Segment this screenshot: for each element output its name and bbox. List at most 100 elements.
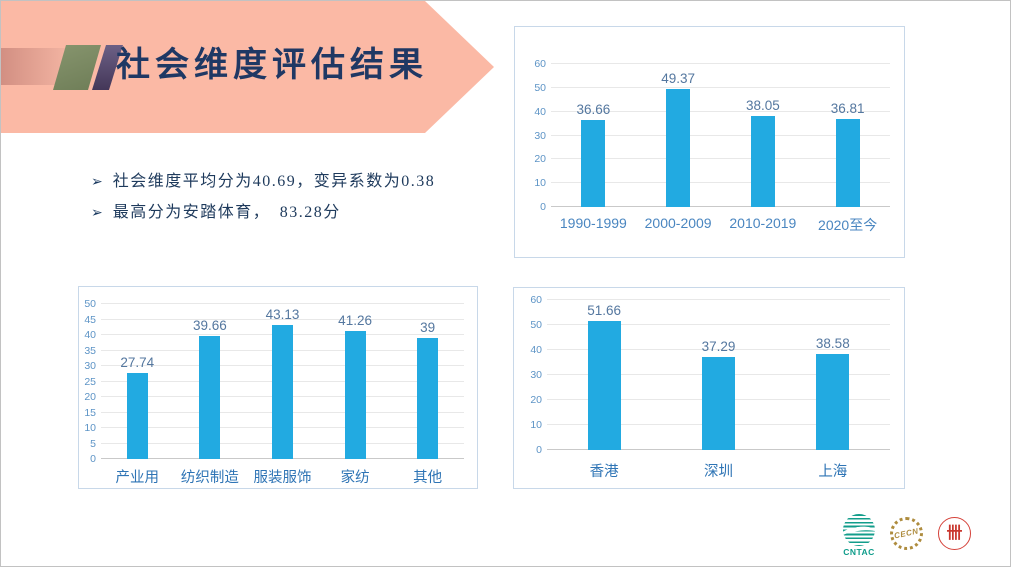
bar [701,356,735,450]
data-label: 43.13 [265,307,300,323]
bar [271,325,293,459]
bullet-text: 最高分为安踏体育， 83.28分 [112,204,341,221]
bar-chart-by-city: 0 10 20 30 40 50 60 51.66 37.29 38.58 香港 深圳 上海 [513,287,905,489]
category-label: 1990-1999 [559,215,627,231]
bar [666,89,691,207]
y-tick-label: 40 [534,105,546,118]
data-label: 51.66 [587,302,622,318]
bar-slot: 37.29 [661,300,775,450]
bar [816,353,850,450]
bullet-text: 社会维度平均分为40.69，变异系数为0.38 [112,173,436,190]
bar-chart-by-decade: 0 10 20 30 40 50 60 36.66 49.37 38.05 36.81 1990-1… [514,26,905,258]
y-tick-label: 15 [84,406,96,419]
footer-logos: CNTAC CECN 卌 [843,514,971,557]
gridline [551,63,890,64]
category-label: 深圳 [703,464,733,480]
data-label: 49.37 [661,71,696,87]
bars-group: 27.74 39.66 43.13 41.26 39 [101,304,464,459]
gridline [547,299,890,300]
data-label: 38.05 [745,98,780,114]
cntac-globe-icon [843,514,875,546]
bar-slot: 49.37 [636,64,721,207]
y-tick-label: 0 [540,201,546,213]
gridline [551,110,890,112]
y-tick-label: 20 [84,391,96,403]
bar-slot: 36.81 [805,64,890,207]
y-tick-label: 60 [534,58,546,70]
y-tick-label: 0 [90,453,96,465]
gridline [551,182,890,184]
bar [587,320,621,450]
y-tick-label: 30 [530,369,542,381]
red-university-seal: 卌 [938,514,971,550]
bar-slot: 51.66 [547,300,661,450]
y-tick-label: 20 [530,394,542,407]
bar-chart-by-sector: 0 5 10 15 20 25 30 35 40 45 50 27.74 39.66 43.13 41.26… [78,286,478,489]
data-label: 27.74 [120,355,155,371]
y-tick-label: 10 [530,419,542,432]
bar-slot: 27.74 [101,304,174,459]
bars-group: 36.66 49.37 38.05 36.81 [551,64,890,207]
plot-area: 0 10 20 30 40 50 60 36.66 49.37 38.05 36.81 [534,58,890,213]
y-tick-label: 10 [84,422,96,434]
y-tick-label: 5 [90,437,96,450]
cntac-label: CNTAC [843,547,875,557]
gridline [101,318,464,320]
gold-seal-icon: CECN [890,517,923,550]
bars-group: 51.66 37.29 38.58 [547,300,890,450]
category-label: 纺织制造 [180,470,239,486]
page-title: 社会维度评估结果 [116,46,428,84]
gridline [547,349,890,350]
bar [750,116,775,207]
category-label: 2010-2019 [729,215,797,231]
y-tick-label: 10 [534,177,546,190]
data-label: 37.29 [701,338,736,354]
arrow-bullet-icon: ➢ [91,173,103,189]
arrow-bullet-icon: ➢ [91,204,103,220]
bar-slot: 36.66 [551,64,636,207]
bar [199,336,221,459]
red-seal-glyph: 卌 [946,524,963,542]
plot-area: 0 5 10 15 20 25 30 35 40 45 50 27.74 39.66 43.13 41.26… [84,298,464,465]
category-label: 2020至今 [818,217,878,233]
data-label: 39.66 [192,318,227,334]
y-tick-label: 40 [84,329,96,341]
plot-area: 0 10 20 30 40 50 60 51.66 37.29 38.58 [530,294,890,456]
gridline [551,206,890,207]
bar-slot: 38.05 [721,64,806,207]
cntac-logo: CNTAC [843,514,875,557]
title-banner: 社会维度评估结果 [1,1,494,133]
x-axis-labels: 香港 深圳 上海 [547,460,890,481]
y-tick-label: 30 [534,129,546,142]
y-tick-label: 45 [84,313,96,326]
bullet-list: ➢ 社会维度平均分为40.69，变异系数为0.38 ➢ 最高分为安踏体育， 83… [91,167,435,229]
y-tick-label: 50 [84,298,96,310]
y-tick-label: 0 [536,444,542,456]
gridline [551,158,890,160]
y-tick-label: 40 [530,344,542,357]
category-label: 服装服饰 [253,470,312,486]
gold-seal-letters: CECN [893,526,920,541]
bar-slot: 39.66 [174,304,247,459]
data-label: 38.58 [815,335,850,351]
gridline [101,303,464,304]
category-label: 其他 [413,470,443,486]
bar-slot: 39 [391,304,464,459]
category-label: 上海 [818,464,848,480]
y-tick-label: 60 [530,294,542,306]
gridline [551,86,890,88]
x-axis-labels: 1990-1999 2000-2009 2010-2019 2020至今 [551,215,890,235]
category-label: 香港 [589,464,619,480]
bullet-item: ➢ 最高分为安踏体育， 83.28分 [91,198,435,229]
y-tick-label: 35 [84,344,96,357]
bar [126,373,148,459]
bar-slot: 43.13 [246,304,319,459]
x-axis-labels: 产业用 纺织制造 服装服饰 家纺 其他 [101,466,464,487]
y-tick-label: 30 [84,360,96,372]
category-label: 2000-2009 [644,215,712,231]
data-label: 36.81 [830,101,865,117]
data-label: 39 [420,320,436,336]
data-label: 36.66 [576,101,611,117]
y-tick-label: 50 [534,81,546,94]
